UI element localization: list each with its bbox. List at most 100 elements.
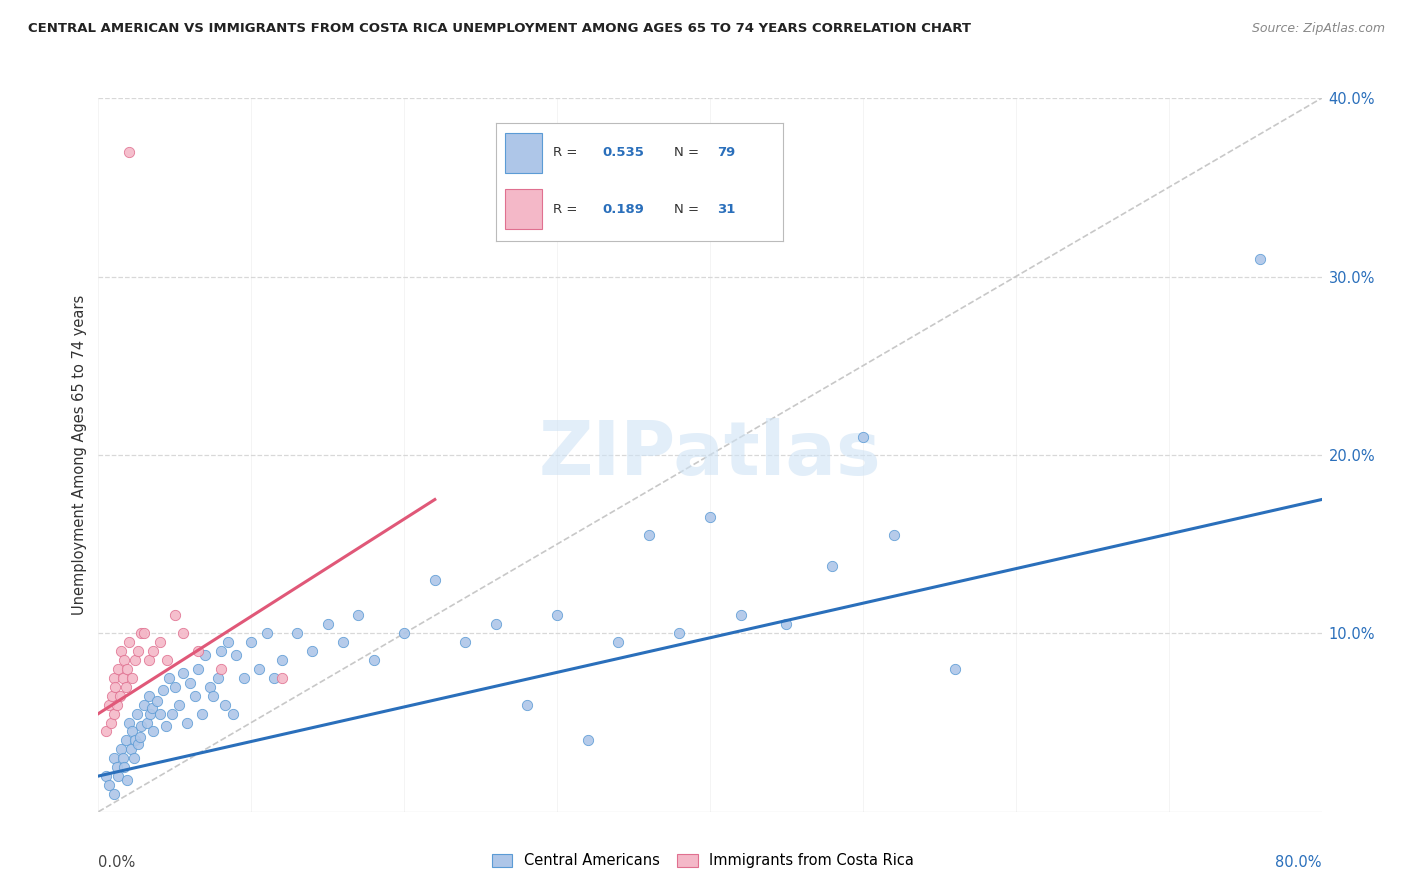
Point xyxy=(156,653,179,667)
Point xyxy=(129,626,152,640)
Point xyxy=(699,510,721,524)
Point xyxy=(134,626,156,640)
Point xyxy=(111,751,134,765)
Point xyxy=(392,626,416,640)
Point xyxy=(821,558,844,573)
Point xyxy=(118,145,141,159)
Point xyxy=(516,698,538,712)
Point xyxy=(124,733,146,747)
Point xyxy=(546,608,568,623)
Point xyxy=(191,706,214,721)
Point xyxy=(141,701,163,715)
Text: 80.0%: 80.0% xyxy=(1275,855,1322,870)
Point xyxy=(607,635,630,649)
Point xyxy=(176,715,198,730)
Point xyxy=(454,635,477,649)
Point xyxy=(852,430,875,444)
Point xyxy=(128,730,150,744)
Point xyxy=(149,706,172,721)
Point xyxy=(270,671,292,685)
Point xyxy=(222,706,245,721)
Point xyxy=(194,648,217,662)
Point xyxy=(209,662,232,676)
Point xyxy=(270,653,292,667)
Point xyxy=(668,626,690,640)
Point xyxy=(152,683,174,698)
Point xyxy=(240,635,263,649)
Point xyxy=(117,662,139,676)
Point xyxy=(1249,252,1271,266)
Point xyxy=(637,528,661,542)
Point xyxy=(94,769,117,783)
Point xyxy=(103,787,125,801)
Point xyxy=(98,698,121,712)
Point xyxy=(117,772,139,787)
Point xyxy=(112,653,135,667)
Point xyxy=(160,706,183,721)
Point xyxy=(576,733,599,747)
Point xyxy=(134,698,156,712)
Point xyxy=(209,644,232,658)
Point xyxy=(136,715,159,730)
Point xyxy=(247,662,270,676)
Point xyxy=(103,751,125,765)
Point xyxy=(115,680,138,694)
Text: Source: ZipAtlas.com: Source: ZipAtlas.com xyxy=(1251,22,1385,36)
Point xyxy=(118,635,141,649)
Point xyxy=(121,671,143,685)
Point xyxy=(100,715,122,730)
Point xyxy=(363,653,385,667)
Point xyxy=(142,724,165,739)
Point xyxy=(107,769,129,783)
Point xyxy=(145,694,167,708)
Point xyxy=(124,653,146,667)
Point xyxy=(163,608,186,623)
Point xyxy=(169,698,191,712)
Point xyxy=(118,715,141,730)
Point xyxy=(98,778,121,792)
Point xyxy=(214,698,236,712)
Legend: Central Americans, Immigrants from Costa Rica: Central Americans, Immigrants from Costa… xyxy=(486,847,920,874)
Point xyxy=(110,644,132,658)
Point xyxy=(108,689,131,703)
Point xyxy=(103,706,125,721)
Point xyxy=(121,724,143,739)
Point xyxy=(122,751,145,765)
Point xyxy=(217,635,239,649)
Point xyxy=(179,676,201,690)
Point xyxy=(730,608,752,623)
Point xyxy=(184,689,207,703)
Point xyxy=(316,617,339,632)
Point xyxy=(883,528,905,542)
Point xyxy=(163,680,186,694)
Point xyxy=(138,653,160,667)
Point xyxy=(105,698,128,712)
Point xyxy=(263,671,285,685)
Y-axis label: Unemployment Among Ages 65 to 74 years: Unemployment Among Ages 65 to 74 years xyxy=(72,294,87,615)
Text: CENTRAL AMERICAN VS IMMIGRANTS FROM COSTA RICA UNEMPLOYMENT AMONG AGES 65 TO 74 : CENTRAL AMERICAN VS IMMIGRANTS FROM COST… xyxy=(28,22,972,36)
Point xyxy=(423,573,446,587)
Point xyxy=(332,635,354,649)
Point xyxy=(485,617,508,632)
Point xyxy=(105,760,128,774)
Point xyxy=(127,737,149,751)
Point xyxy=(142,644,165,658)
Point xyxy=(943,662,966,676)
Point xyxy=(775,617,797,632)
Point xyxy=(172,626,194,640)
Point xyxy=(301,644,323,658)
Point xyxy=(101,689,124,703)
Point xyxy=(207,671,229,685)
Point xyxy=(104,680,127,694)
Point xyxy=(285,626,308,640)
Point xyxy=(111,671,134,685)
Point xyxy=(110,742,132,756)
Point xyxy=(115,733,138,747)
Point xyxy=(157,671,180,685)
Point xyxy=(120,742,142,756)
Point xyxy=(172,665,194,680)
Point xyxy=(232,671,254,685)
Point xyxy=(202,689,225,703)
Point xyxy=(139,706,162,721)
Text: ZIPatlas: ZIPatlas xyxy=(538,418,882,491)
